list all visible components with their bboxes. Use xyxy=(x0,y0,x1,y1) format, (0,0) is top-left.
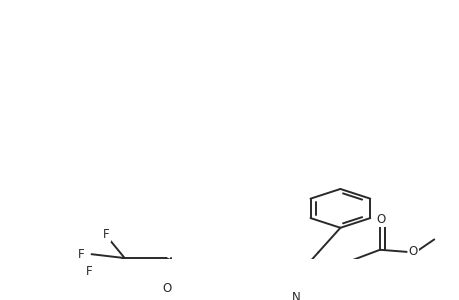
Text: F: F xyxy=(103,228,109,241)
Text: F: F xyxy=(85,265,92,278)
Text: O: O xyxy=(162,282,172,295)
Text: N: N xyxy=(291,291,300,300)
Text: O: O xyxy=(376,213,385,226)
Text: F: F xyxy=(78,248,84,261)
Text: O: O xyxy=(408,245,417,258)
